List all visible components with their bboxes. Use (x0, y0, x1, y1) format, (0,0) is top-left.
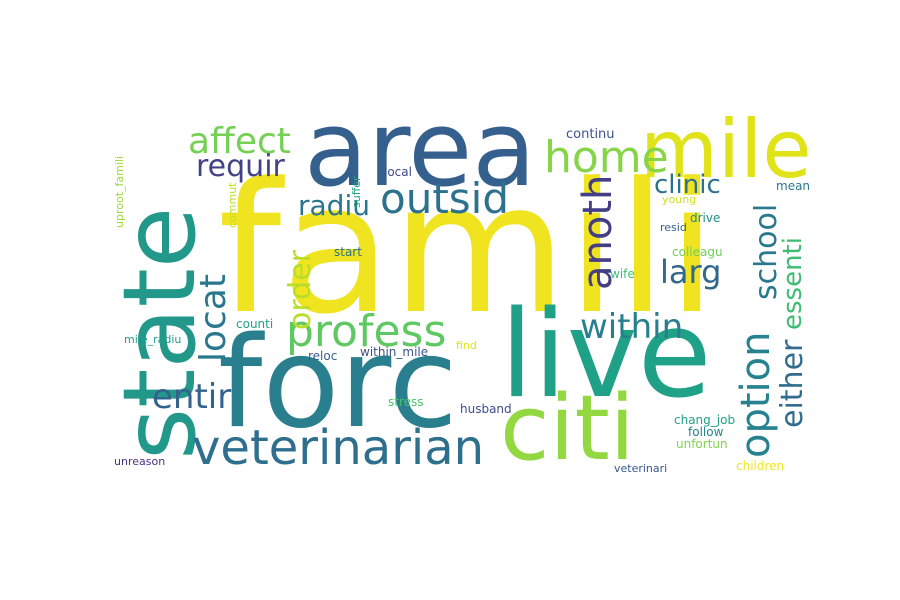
word-famili: famili (218, 145, 718, 354)
word-start: start (334, 245, 362, 259)
word-entir: entir (152, 377, 232, 417)
word-forc: forc (218, 309, 458, 456)
word-radiu: radiu (298, 189, 370, 222)
word-either: either (775, 339, 810, 428)
word-colleagu: colleagu (672, 245, 723, 259)
word-order: order (283, 250, 318, 330)
word-option: option (733, 331, 779, 458)
word-live: live (500, 286, 712, 425)
word-counti: counti (236, 317, 274, 331)
word-mile-radiu: mile_radiu (124, 333, 182, 346)
word-clinic: clinic (654, 170, 721, 200)
word-chang-job: chang_job (674, 413, 736, 427)
word-drive: drive (690, 211, 721, 225)
word-wife: wife (610, 267, 635, 281)
word-husband: husband (460, 402, 512, 416)
word-local: local (384, 165, 412, 179)
word-affect: affect (188, 121, 291, 162)
word-suffer: suffer (350, 176, 363, 208)
word-area: area (304, 88, 536, 210)
word-unreason: unreason (114, 455, 166, 468)
word-commut: commut (226, 182, 239, 229)
word-veterinarian: veterinarian (192, 420, 485, 476)
word-uproot-famili: uproot_famili (113, 155, 126, 228)
word-home: home (544, 132, 669, 183)
word-requir: requir (196, 149, 285, 184)
word-resid: resid (660, 221, 687, 234)
word-locat: locat (193, 274, 234, 362)
word-unfortun: unfortun (676, 437, 728, 451)
word-mile: mile (640, 103, 812, 196)
word-citi: citi (500, 376, 635, 481)
word-within: within (580, 307, 684, 347)
word-veterinari: veterinari (614, 462, 668, 475)
word-outsid: outsid (380, 174, 509, 223)
word-stress: stress (388, 395, 424, 409)
word-profess: profess (286, 306, 447, 357)
word-children: children (736, 459, 785, 473)
word-essenti: essenti (778, 237, 808, 330)
word-young: young (662, 193, 697, 206)
word-find: find (456, 339, 477, 352)
word-follow: follow (688, 425, 724, 439)
word-larg: larg (660, 253, 722, 291)
word-continu: continu (566, 127, 615, 142)
word-within-mile: within_mile (360, 345, 429, 359)
word-mean: mean (776, 179, 811, 193)
word-reloc: reloc (308, 349, 338, 363)
